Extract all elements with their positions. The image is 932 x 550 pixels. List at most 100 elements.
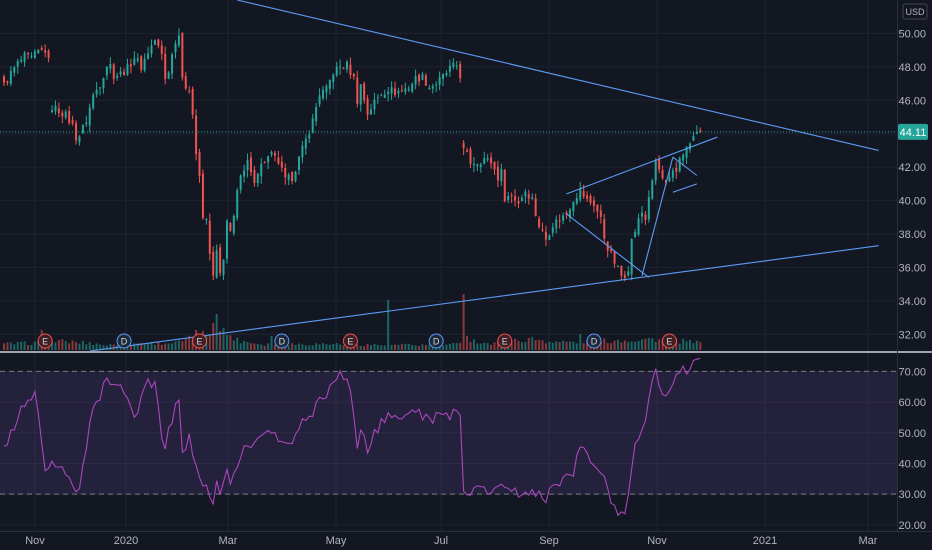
candle xyxy=(119,67,122,78)
rsi-tick-label: 60.00 xyxy=(898,397,926,409)
event-marker-label: E xyxy=(42,337,48,347)
candle-body xyxy=(558,220,561,222)
volume-bar xyxy=(459,342,462,350)
candle xyxy=(195,109,198,161)
event-marker-earnings[interactable]: E xyxy=(37,333,53,349)
candle xyxy=(524,188,527,204)
candle xyxy=(315,102,318,126)
trendline-flag-lower[interactable] xyxy=(672,183,698,193)
candle-body xyxy=(428,87,431,89)
candle-body xyxy=(682,154,685,161)
event-marker-earnings[interactable]: E xyxy=(661,333,677,349)
candle xyxy=(610,244,613,254)
candle xyxy=(232,214,235,236)
event-marker-earnings[interactable]: E xyxy=(192,333,208,349)
candle-body xyxy=(328,80,331,89)
candle-body xyxy=(380,95,383,97)
candle xyxy=(112,63,115,85)
event-marker-circle xyxy=(274,333,290,349)
time-axis[interactable]: Nov 2020 Mar May Jul Sep Nov 2021 Mar xyxy=(25,535,878,547)
volume-bar xyxy=(23,341,26,350)
rsi-axis[interactable]: 20.00 30.00 40.00 50.00 60.00 70.00 xyxy=(898,366,926,531)
event-marker-dividend[interactable]: D xyxy=(116,333,132,349)
volume-bar xyxy=(243,340,246,350)
candle xyxy=(678,156,681,173)
candle-body xyxy=(308,134,311,139)
candle xyxy=(109,57,112,74)
event-marker-earnings[interactable]: E xyxy=(342,333,358,349)
event-marker-label: E xyxy=(347,337,353,347)
candle-body xyxy=(297,156,300,171)
volume-bar xyxy=(301,344,304,350)
candle-body xyxy=(95,89,98,95)
candle-body xyxy=(647,197,650,220)
candle xyxy=(318,88,321,107)
candle xyxy=(394,81,397,98)
price-axis[interactable]: 32.0034.0036.0038.0040.0042.0044.0046.00… xyxy=(898,28,926,341)
candle xyxy=(479,162,482,173)
time-tick-label: 2020 xyxy=(114,535,138,547)
candle xyxy=(616,265,619,268)
volume-bar xyxy=(496,341,499,350)
rsi-line xyxy=(3,357,701,517)
candle xyxy=(658,155,661,174)
trendline-channel-upper[interactable] xyxy=(566,136,718,195)
candle xyxy=(589,193,592,206)
trendline-channel-lower[interactable] xyxy=(566,213,650,278)
candle-body xyxy=(81,124,84,134)
volume-bar xyxy=(140,342,143,350)
candle-body xyxy=(92,94,95,109)
candle xyxy=(654,158,657,185)
candle xyxy=(92,92,95,111)
candle xyxy=(47,49,50,63)
candle-body xyxy=(222,259,225,276)
candle xyxy=(462,139,465,156)
event-marker-dividend[interactable]: D xyxy=(274,333,290,349)
candle xyxy=(418,73,421,87)
candle xyxy=(143,53,146,73)
trendline-flag-upper[interactable] xyxy=(672,156,698,176)
volume-bar xyxy=(689,339,691,350)
trendlines[interactable] xyxy=(89,0,879,351)
candle-body xyxy=(582,191,585,197)
candle-body xyxy=(610,249,613,252)
candle-body xyxy=(3,76,5,83)
trendline-flag-leg[interactable] xyxy=(641,156,674,276)
volume-bar xyxy=(424,344,427,350)
volume-bar xyxy=(68,343,71,350)
candle xyxy=(3,74,5,87)
candle xyxy=(297,156,300,175)
candle-body xyxy=(339,66,342,68)
candle-body xyxy=(359,84,362,105)
candle xyxy=(699,127,702,133)
trendline-ascending-support[interactable] xyxy=(89,245,879,351)
price-tick-label: 40.00 xyxy=(898,196,926,208)
volume-bar xyxy=(404,343,407,350)
candle xyxy=(651,178,654,201)
event-marker-circle xyxy=(342,333,358,349)
volume-bar xyxy=(411,344,414,350)
volume-bar xyxy=(150,341,153,350)
currency-badge[interactable]: USD xyxy=(902,3,928,20)
candle xyxy=(572,201,575,217)
volume-bar xyxy=(311,345,314,350)
candle-body xyxy=(387,91,390,95)
candle xyxy=(9,66,12,87)
rsi-tick-label: 30.00 xyxy=(898,489,926,501)
volume-bar xyxy=(572,341,575,350)
event-marker-earnings[interactable]: E xyxy=(497,333,513,349)
event-marker-dividend[interactable]: D xyxy=(586,333,602,349)
volume-bar xyxy=(538,339,541,350)
candle-body xyxy=(352,74,355,77)
event-marker-dividend[interactable]: D xyxy=(428,333,444,349)
candle xyxy=(435,81,438,92)
candle xyxy=(472,157,475,173)
trendline-descending-resistance[interactable] xyxy=(237,0,879,151)
volume-bar xyxy=(599,341,602,350)
candle-body xyxy=(445,72,448,76)
candle-body xyxy=(675,167,678,172)
candle xyxy=(630,238,633,281)
candle xyxy=(225,219,228,264)
